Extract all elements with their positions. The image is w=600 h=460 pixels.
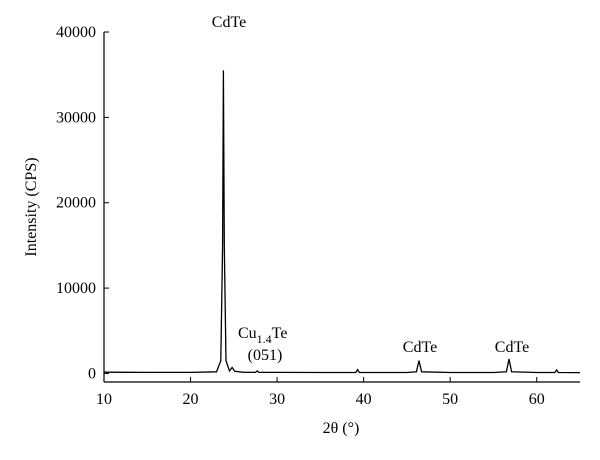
y-axis-label: Intensity (CPS) <box>23 157 40 256</box>
annotation: (051) <box>248 347 283 364</box>
x-tick-label: 10 <box>96 391 112 408</box>
annotation: CdTe <box>495 339 529 356</box>
y-tick-label: 40000 <box>56 24 96 41</box>
y-tick-label: 0 <box>88 365 96 382</box>
x-tick-label: 30 <box>269 391 285 408</box>
x-tick-label: 20 <box>183 391 199 408</box>
x-tick-label: 50 <box>442 391 458 408</box>
x-tick-label: 60 <box>529 391 545 408</box>
y-tick-label: 10000 <box>56 280 96 297</box>
annotation: CdTe <box>212 14 246 31</box>
annotation: CdTe <box>403 339 437 356</box>
y-tick-label: 30000 <box>56 109 96 126</box>
annotation-part: 1.4 <box>257 332 272 346</box>
annotation-part: Cu <box>238 325 257 342</box>
annotation: Cu1.4Te <box>238 325 287 346</box>
data-line <box>103 70 581 374</box>
x-tick-label: 40 <box>356 391 372 408</box>
annotation-part: Te <box>272 325 288 342</box>
x-axis-label: 2θ (°) <box>323 420 360 437</box>
y-tick-label: 20000 <box>56 195 96 212</box>
